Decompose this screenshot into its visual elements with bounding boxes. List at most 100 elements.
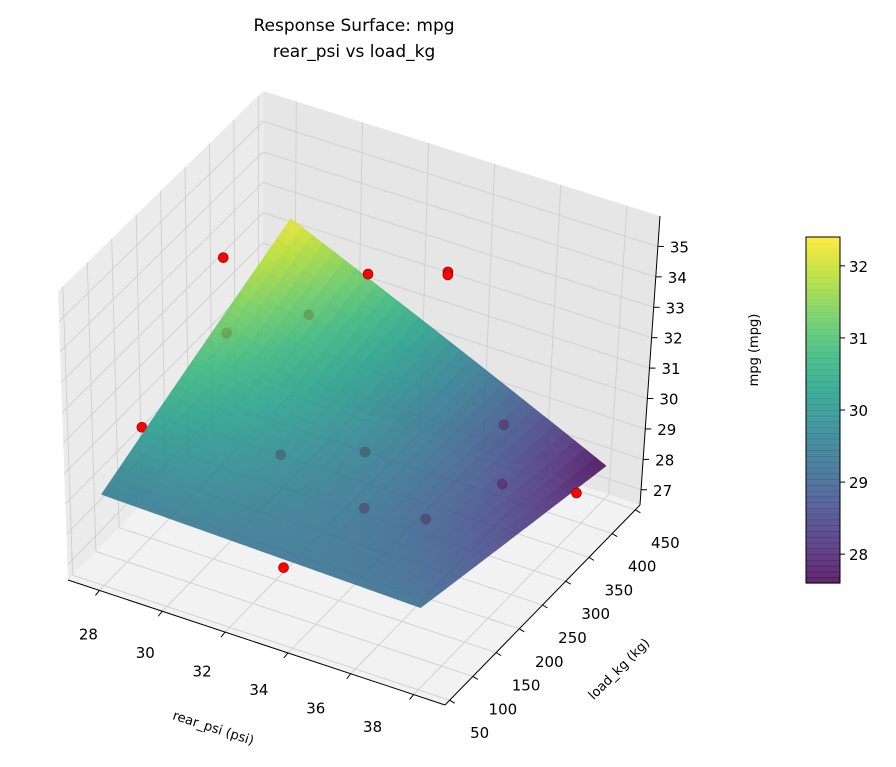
colorbar-segment	[806, 283, 840, 290]
colorbar-segment	[806, 248, 840, 255]
colorbar-segment	[806, 277, 840, 284]
x-tick	[157, 610, 163, 617]
colorbar-segment	[806, 386, 840, 394]
colorbar-segment	[806, 479, 840, 486]
y-tick	[542, 604, 548, 609]
colorbar-segment	[806, 254, 840, 261]
colorbar-segment	[806, 369, 840, 376]
colorbar-segment	[806, 415, 840, 423]
colorbar-segment	[806, 508, 840, 515]
z-gridline	[58, 121, 264, 322]
z-tick-label: 29	[657, 421, 676, 439]
colorbar-segment	[806, 381, 840, 388]
chart-title: Response Surface: mpg	[253, 16, 454, 36]
z-axis-line	[639, 215, 661, 506]
data-point	[217, 252, 229, 263]
y-tick-label: 150	[512, 677, 541, 695]
colorbar-segment	[806, 335, 840, 342]
colorbar-segment	[806, 237, 840, 244]
colorbar-segment	[806, 294, 840, 302]
z-gridline	[263, 120, 659, 247]
y-tick-label: 400	[628, 558, 657, 576]
y-gridline	[72, 574, 450, 701]
z-tick-label: 35	[670, 238, 689, 256]
z-tick-label: 33	[666, 299, 685, 317]
x-tick	[220, 631, 226, 638]
y-tick	[495, 652, 502, 657]
x-axis-line	[67, 579, 446, 706]
z-tick-label: 27	[653, 482, 672, 500]
y-tick-label: 350	[605, 581, 634, 599]
colorbar-tick-label: 30	[849, 402, 868, 420]
y-tick-label: 300	[581, 605, 610, 623]
colorbar-segment	[806, 548, 840, 555]
colorbar-segment	[806, 525, 840, 532]
y-tick-label: 200	[535, 653, 564, 671]
x-tick	[95, 590, 100, 596]
colorbar-segment	[806, 577, 840, 584]
colorbar-segment	[806, 502, 840, 509]
colorbar-segment	[806, 427, 840, 434]
x-tick	[346, 673, 352, 680]
y-axis-label: load_kg (kg)	[586, 636, 653, 703]
chart-subtitle: rear_psi vs load_kg	[273, 42, 436, 62]
colorbar-segment	[806, 461, 840, 469]
colorbar: 28 29 30 31 32	[805, 236, 868, 584]
colorbar-segment	[806, 536, 840, 544]
data-point	[362, 268, 374, 280]
z-gridline	[263, 181, 654, 308]
colorbar-segment	[806, 490, 840, 498]
y-gridline	[118, 527, 497, 654]
y-tick-label: 50	[470, 724, 489, 742]
colorbar-segment	[806, 375, 840, 382]
y-tick-label: 250	[558, 629, 587, 647]
z-tick-label: 28	[655, 451, 674, 469]
z-tick-label: 34	[668, 269, 687, 287]
colorbar-segment	[806, 467, 840, 475]
colorbar-segment	[806, 306, 840, 313]
z-tick-label: 30	[659, 391, 678, 409]
colorbar-segment	[806, 496, 840, 503]
data-point	[571, 487, 582, 499]
colorbar-segment	[806, 363, 840, 371]
x-tick-label: 34	[249, 681, 268, 699]
colorbar-segment	[806, 271, 840, 278]
colorbar-segment	[806, 438, 840, 446]
colorbar-segment	[806, 554, 840, 561]
colorbar-segment	[806, 421, 840, 428]
colorbar-segment	[806, 392, 840, 400]
y-gridline	[86, 262, 97, 552]
colorbar-segment	[806, 531, 840, 538]
colorbar-segment	[806, 410, 840, 417]
colorbar-segment	[806, 311, 840, 319]
colorbar-segment	[806, 433, 840, 440]
x-tick-label: 32	[193, 662, 212, 680]
x-axis-label: rear_psi (psi)	[171, 708, 256, 748]
y-tick-label: 450	[651, 534, 680, 552]
y-tick	[565, 580, 571, 585]
x-tick	[283, 652, 289, 659]
z-gridline	[60, 181, 264, 383]
y-tick	[472, 675, 479, 680]
y-tick	[611, 533, 618, 538]
x-tick-label: 38	[363, 718, 382, 736]
x-tick-label: 28	[79, 625, 98, 643]
colorbar-segment	[806, 513, 840, 521]
z-gridline	[262, 212, 652, 339]
y-gridline	[62, 286, 74, 576]
colorbar-segment	[806, 565, 840, 573]
colorbar-segment	[806, 329, 840, 336]
z-gridline	[263, 151, 656, 278]
colorbar-segment	[806, 473, 840, 480]
z-axis-label: mpg (mpg)	[747, 314, 762, 387]
colorbar-tick-label: 29	[849, 474, 868, 492]
z-gridline	[61, 212, 264, 414]
z-gridline	[59, 151, 264, 353]
colorbar-segment	[806, 242, 840, 250]
colorbar-segment	[806, 317, 840, 325]
colorbar-segment	[806, 352, 840, 359]
left-pane	[58, 91, 264, 580]
z-tick-label: 31	[661, 360, 680, 378]
colorbar-segment	[806, 323, 840, 330]
